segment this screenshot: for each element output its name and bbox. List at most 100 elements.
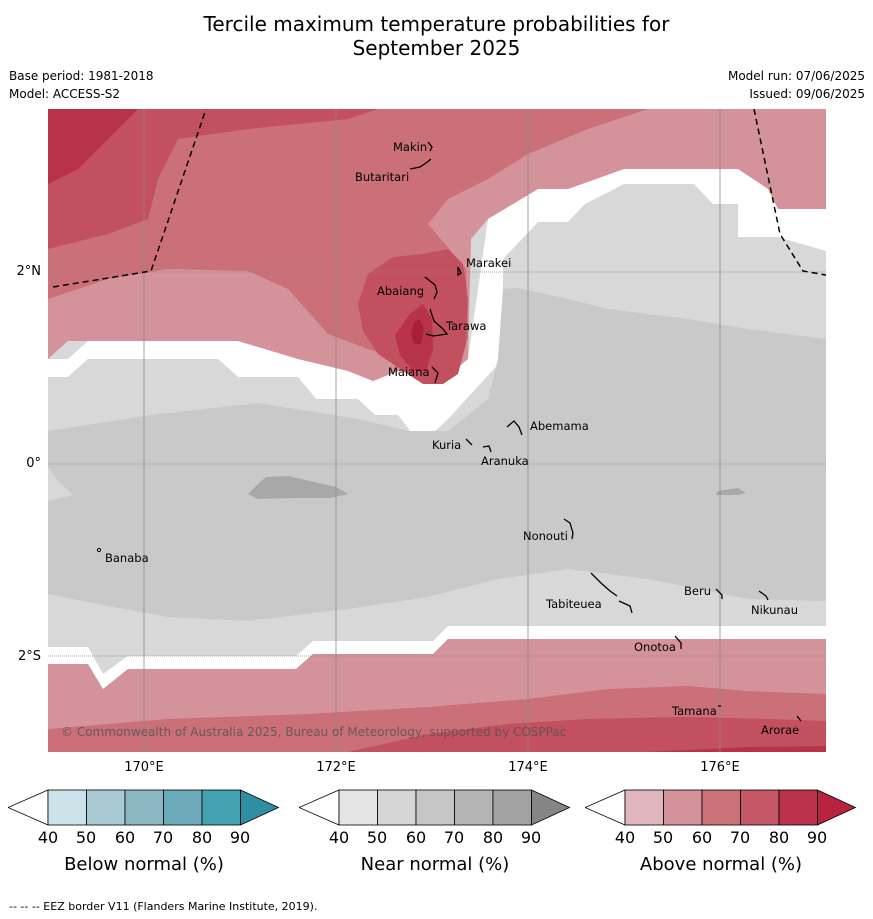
map-title: Tercile maximum temperature probabilitie… [0, 12, 873, 60]
lon-label-176e: 176°E [700, 760, 740, 775]
above-tick-40: 40 [614, 828, 636, 847]
colorbar-swatch [454, 789, 494, 826]
label-makin: Makin [393, 140, 427, 154]
below-tick-60: 60 [114, 828, 136, 847]
colorbar-swatch [163, 789, 203, 826]
below-tick-40: 40 [37, 828, 59, 847]
banaba-island [96, 547, 102, 553]
near-tick-80: 80 [482, 828, 504, 847]
white-band-south [48, 626, 826, 689]
colorbar-swatch [201, 789, 241, 826]
colorbar-swatch [624, 789, 664, 826]
lat-label-2n: 2°N [16, 264, 42, 279]
colorbar-extend-low [299, 789, 340, 826]
above-tick-60: 60 [691, 828, 713, 847]
label-butaritari: Butaritari [355, 170, 409, 184]
model-run: Model run: 07/06/2025 [727, 69, 865, 83]
near-tick-70: 70 [443, 828, 465, 847]
label-tamana: Tamana [671, 704, 717, 718]
lon-label-174e: 174°E [508, 760, 548, 775]
lat-label-0: 0° [26, 456, 41, 471]
colorbar-above-normal [585, 789, 857, 826]
above-tick-80: 80 [768, 828, 790, 847]
issued-date: Issued: 09/06/2025 [749, 87, 865, 101]
colorbar-above-swatches [585, 789, 857, 826]
colorbar-swatch [663, 789, 703, 826]
near-normal-70-80-patch-west [248, 476, 348, 499]
near-tick-60: 60 [405, 828, 427, 847]
label-abaiang: Abaiang [377, 284, 424, 298]
below-tick-80: 80 [191, 828, 213, 847]
label-abemama: Abemama [530, 419, 589, 433]
label-tarawa: Tarawa [445, 319, 486, 333]
colorbar-swatch [338, 789, 378, 826]
colorbar-below-swatches [8, 789, 280, 826]
above-normal-70-80-south [348, 717, 826, 752]
meta-right: Model run: 07/06/2025 Issued: 09/06/2025 [728, 67, 865, 103]
near-normal-60-70-area [48, 288, 826, 621]
label-marakei: Marakei [466, 256, 511, 270]
label-banaba: Banaba [105, 551, 149, 565]
colorbar-swatch [778, 789, 818, 826]
colorbar-extend-low [8, 789, 49, 826]
probability-map: Makin Butaritari Marakei Abaiang Tarawa … [48, 109, 826, 752]
colorbar-near-normal [299, 789, 571, 826]
above-normal-80-90-north [48, 109, 138, 184]
label-onotoa: Onotoa [634, 640, 676, 654]
near-tick-90: 90 [520, 828, 542, 847]
colorbar-extend-high [240, 789, 280, 826]
colorbar-extend-high [531, 789, 571, 826]
colorbar-swatch [701, 789, 741, 826]
colorbar-extend-low [585, 789, 626, 826]
colorbar-swatch [86, 789, 126, 826]
lat-label-2s: 2°S [17, 649, 41, 664]
copyright-notice: © Commonwealth of Australia 2025, Bureau… [61, 725, 566, 739]
label-nikunau: Nikunau [751, 603, 798, 617]
colorbar-swatch [377, 789, 417, 826]
place-labels: Makin Butaritari Marakei Abaiang Tarawa … [105, 140, 799, 737]
above-normal-60-70-north [48, 109, 648, 367]
near-tick-50: 50 [366, 828, 388, 847]
above-tick-90: 90 [806, 828, 828, 847]
colorbar-swatch [492, 789, 532, 826]
below-tick-70: 70 [152, 828, 174, 847]
colorbar-near-title: Near normal (%) [360, 854, 510, 875]
label-kuria: Kuria [432, 438, 461, 452]
above-normal-80-90-south [648, 746, 826, 752]
below-tick-90: 90 [229, 828, 251, 847]
colorbar-extend-high [817, 789, 857, 826]
label-arorae: Arorae [761, 723, 799, 737]
colorbar-below-title: Below normal (%) [64, 854, 224, 875]
above-normal-90-tarawa [411, 319, 424, 344]
label-beru: Beru [684, 584, 711, 598]
below-tick-50: 50 [75, 828, 97, 847]
colorbar-near-swatches [299, 789, 571, 826]
above-normal-70-80-north [48, 109, 378, 249]
near-normal-50-60-left [48, 467, 73, 501]
colorbar-swatch [740, 789, 780, 826]
above-tick-70: 70 [729, 828, 751, 847]
lon-label-170e: 170°E [124, 760, 164, 775]
colorbar-swatch [124, 789, 164, 826]
near-tick-40: 40 [328, 828, 350, 847]
near-normal-70-80-patch-east [716, 488, 746, 495]
model-name: Model: ACCESS-S2 [9, 87, 121, 101]
label-maiana: Maiana [388, 365, 430, 379]
white-band-north [48, 169, 826, 436]
island-outlines [409, 141, 802, 722]
above-tick-50: 50 [652, 828, 674, 847]
colorbar-below-normal [8, 789, 280, 826]
colorbar-above-title: Above normal (%) [639, 854, 803, 875]
label-aranuka: Aranuka [481, 454, 529, 468]
lon-label-172e: 172°E [316, 760, 356, 775]
title-line-1: Tercile maximum temperature probabilitie… [203, 12, 670, 36]
eez-border [52, 109, 826, 288]
eez-footnote: -- -- -- EEZ border V11 (Flanders Marine… [9, 900, 318, 913]
meta-left: Base period: 1981-2018 Model: ACCESS-S2 [9, 67, 154, 103]
base-period: Base period: 1981-2018 [9, 69, 154, 83]
gridlines [48, 109, 826, 752]
label-tabiteuea: Tabiteuea [545, 597, 602, 611]
colorbar-swatch [47, 789, 87, 826]
title-line-2: September 2025 [352, 36, 521, 60]
colorbar-swatch [415, 789, 455, 826]
